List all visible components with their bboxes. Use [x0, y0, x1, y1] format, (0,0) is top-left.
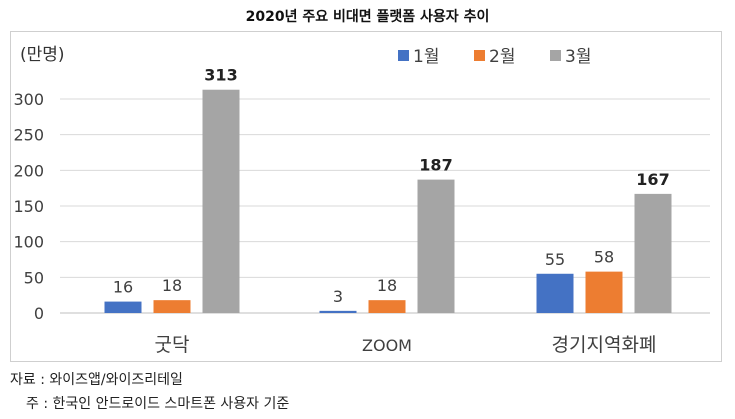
- legend-label-3월: 3월: [565, 47, 591, 67]
- bar-2월-경기지역화폐: [585, 271, 623, 313]
- bar-2월-ZOOM: [368, 300, 406, 313]
- bar-3월-경기지역화폐: [634, 193, 672, 313]
- x-tick-label-굿닥: 굿닥: [155, 334, 190, 356]
- chart-area: [10, 31, 722, 362]
- legend-label-1월: 1월: [413, 47, 439, 67]
- x-tick-label-ZOOM: ZOOM: [362, 336, 412, 355]
- y-tick-label-300: 300: [13, 90, 44, 109]
- bar-1월-경기지역화폐: [536, 273, 574, 313]
- bar-1월-ZOOM: [319, 310, 357, 313]
- y-tick-label-150: 150: [13, 197, 44, 216]
- x-tick-label-경기지역화폐: 경기지역화폐: [552, 334, 657, 356]
- data-label-3월-ZOOM: 187: [419, 156, 452, 175]
- bar-3월-굿닥: [202, 89, 240, 313]
- source-note: 자료 : 와이즈앱/와이즈리테일: [10, 372, 183, 388]
- data-label-2월-ZOOM: 18: [377, 276, 397, 295]
- data-label-2월-경기지역화폐: 58: [594, 248, 614, 267]
- data-label-1월-굿닥: 16: [113, 278, 133, 297]
- y-tick-label-50: 50: [24, 268, 44, 287]
- bar-2월-굿닥: [153, 300, 191, 313]
- legend-label-2월: 2월: [489, 47, 515, 67]
- y-axis-label: (만명): [20, 45, 65, 65]
- data-label-2월-굿닥: 18: [162, 276, 182, 295]
- legend-swatch-2월: [474, 50, 485, 61]
- y-tick-label-100: 100: [13, 233, 44, 252]
- data-label-1월-ZOOM: 3: [333, 287, 343, 306]
- legend-swatch-3월: [550, 50, 561, 61]
- bar-3월-ZOOM: [417, 179, 455, 313]
- data-label-3월-경기지역화폐: 167: [636, 170, 669, 189]
- data-label-3월-굿닥: 313: [204, 66, 237, 85]
- y-tick-label-0: 0: [34, 304, 44, 323]
- chart-title: 2020년 주요 비대면 플랫폼 사용자 추이: [245, 9, 490, 25]
- y-tick-label-200: 200: [13, 161, 44, 180]
- footnote: 주 : 한국인 안드로이드 스마트폰 사용자 기준: [26, 396, 290, 412]
- legend-swatch-1월: [398, 50, 409, 61]
- data-label-1월-경기지역화폐: 55: [545, 250, 565, 269]
- y-tick-label-250: 250: [13, 126, 44, 145]
- bar-1월-굿닥: [104, 301, 142, 313]
